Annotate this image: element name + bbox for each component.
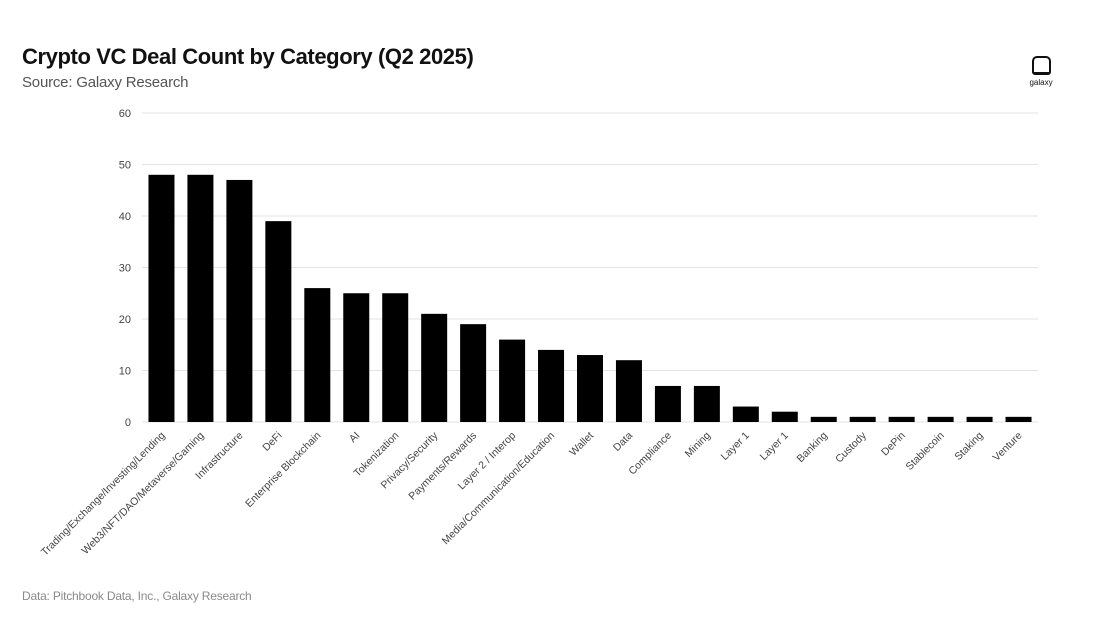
x-tick-label: Banking <box>795 430 830 465</box>
y-tick-label: 30 <box>119 263 131 275</box>
y-tick-label: 50 <box>119 160 131 172</box>
x-tick-label: DeFi <box>260 430 284 454</box>
bar <box>460 324 487 422</box>
y-tick-label: 20 <box>119 314 131 326</box>
bar <box>966 416 993 422</box>
bar <box>888 416 915 422</box>
bar <box>732 406 759 422</box>
y-axis-ticks: 0 10 20 30 40 50 60 <box>119 108 131 429</box>
galaxy-logo: galaxy <box>1026 56 1056 92</box>
x-tick-label: AI <box>347 430 363 446</box>
bar <box>771 411 798 422</box>
bar <box>654 385 681 422</box>
y-tick-label: 60 <box>119 108 131 120</box>
x-tick-label: Layer 1 <box>758 430 791 463</box>
bar <box>810 416 837 422</box>
x-tick-label: Venture <box>991 430 1025 464</box>
chart-title: Crypto VC Deal Count by Category (Q2 202… <box>22 44 474 69</box>
bar <box>849 416 876 422</box>
x-tick-label: Mining <box>683 430 713 460</box>
bar <box>927 416 954 422</box>
bars <box>148 174 1032 422</box>
y-tick-label: 10 <box>119 366 131 378</box>
bar <box>148 174 175 422</box>
bar <box>265 221 292 422</box>
x-tick-label: Wallet <box>567 430 596 459</box>
x-tick-label: Custody <box>833 429 869 465</box>
galaxy-logo-icon <box>1032 56 1051 75</box>
logo-text: galaxy <box>1029 78 1053 87</box>
bar <box>226 179 253 422</box>
y-tick-label: 40 <box>119 211 131 223</box>
bar <box>382 293 409 422</box>
bar <box>693 385 720 422</box>
bar <box>343 293 370 422</box>
bar <box>304 288 331 422</box>
chart-subtitle: Source: Galaxy Research <box>22 74 189 91</box>
bar <box>1005 416 1032 422</box>
bar <box>538 349 565 422</box>
x-tick-label: Stablecoin <box>904 430 947 473</box>
data-source-note: Data: Pitchbook Data, Inc., Galaxy Resea… <box>22 589 252 603</box>
bar <box>577 355 603 422</box>
bar <box>499 339 526 422</box>
x-axis-labels: Trading/Exchange/Investing/LendingWeb3/N… <box>39 429 1025 558</box>
x-tick-label: DePin <box>879 430 908 459</box>
bar <box>187 174 214 422</box>
x-tick-label: Payments/Rewards <box>406 430 479 503</box>
bar <box>615 360 642 422</box>
bar <box>421 313 448 422</box>
x-tick-label: Staking <box>952 430 985 463</box>
x-tick-label: Data <box>611 430 635 454</box>
x-tick-label: Enterprise Blockchain <box>243 430 323 510</box>
x-tick-label: Layer 1 <box>719 430 752 463</box>
y-tick-label: 0 <box>125 417 131 429</box>
